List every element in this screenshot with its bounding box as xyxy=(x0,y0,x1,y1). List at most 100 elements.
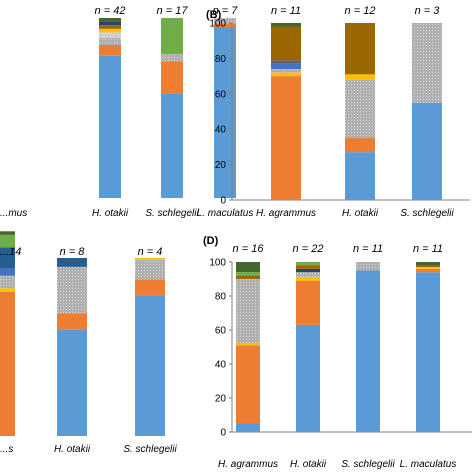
y-tick-label: 0 xyxy=(220,196,226,207)
category-label: S. schlegelii xyxy=(123,444,177,455)
category-label: H. otakii xyxy=(290,459,327,470)
bar-segment xyxy=(99,55,121,198)
bar-segment xyxy=(271,76,301,200)
bar-segment xyxy=(296,280,320,325)
bar-segment xyxy=(416,265,440,268)
bar-segment xyxy=(236,343,260,346)
sample-size-label: ...14 xyxy=(0,246,21,258)
sample-size-label: n = 42 xyxy=(95,5,126,17)
bar-segment xyxy=(416,272,440,432)
y-tick-label: 100 xyxy=(209,258,226,269)
category-label: H. agrammus xyxy=(218,459,278,470)
category-label: L. maculatus xyxy=(400,459,457,470)
bar-segment xyxy=(57,258,87,267)
sample-size-label: n = 11 xyxy=(271,5,301,17)
bar-segment xyxy=(214,27,236,198)
bar-segment xyxy=(99,37,121,45)
sample-size-label: n = 22 xyxy=(293,243,324,255)
bar-segment xyxy=(296,268,320,273)
category-label: H. otakii xyxy=(92,208,129,219)
bar-segment xyxy=(416,262,440,266)
bar-segment xyxy=(0,234,15,248)
bar-segment xyxy=(57,313,87,330)
bar-segment xyxy=(356,270,380,432)
panel-2: (B) 0 20 40 60 80 100 n = 11 n = 12 n = 3 H. agram… xyxy=(206,5,470,219)
y-tick-label: 60 xyxy=(215,89,227,100)
bar-segment xyxy=(99,28,121,33)
y-tick-label: 40 xyxy=(215,125,227,136)
bar-segment xyxy=(345,152,375,200)
bar-segment xyxy=(214,18,236,24)
sample-size-label: n = 12 xyxy=(345,5,376,17)
y-tick-label: 100 xyxy=(209,19,226,30)
bar-segment xyxy=(271,23,301,27)
bar-segment xyxy=(412,23,442,103)
sample-size-label: n = 7 xyxy=(213,5,239,17)
bar-segment xyxy=(271,72,301,77)
bar-segment xyxy=(296,324,320,432)
bar-segment xyxy=(271,26,301,61)
bar-segment xyxy=(236,275,260,279)
panel-4: (D) 0 20 40 60 80 100 n = 16 n = 22 n = 11 n = 11 H… xyxy=(203,235,472,470)
bar-segment xyxy=(416,268,440,273)
category-label: H. otakii xyxy=(54,444,91,455)
bar-segment xyxy=(271,69,301,73)
y-tick-label: 80 xyxy=(215,54,227,65)
bar-segment xyxy=(0,288,15,292)
bar-segment xyxy=(271,60,301,64)
bar-segment xyxy=(161,54,183,62)
bar-segment xyxy=(135,279,165,296)
category-label: S. schlegelii xyxy=(341,459,395,470)
bar-segment xyxy=(135,259,165,280)
sample-size-label: n = 3 xyxy=(415,5,441,17)
y-tick-label: 80 xyxy=(215,292,227,303)
category-label: S. schlegelii xyxy=(400,208,454,219)
bar-segment xyxy=(161,61,183,94)
panel-1: n = 42 n = 17 n = 7 ...mus H. otakii S. schle… xyxy=(0,5,253,219)
bar-segment xyxy=(0,268,15,276)
y-tick-label: 20 xyxy=(215,160,227,171)
bar-segment xyxy=(271,63,301,70)
y-tick-label: 40 xyxy=(215,360,227,371)
category-label: H. otakii xyxy=(342,208,379,219)
sample-size-label: n = 4 xyxy=(138,246,163,258)
sample-size-label: n = 16 xyxy=(233,243,265,255)
bar-segment xyxy=(345,23,375,75)
bar-segment xyxy=(236,423,260,432)
bar-segment xyxy=(135,295,165,436)
bar-segment xyxy=(345,74,375,80)
bar-segment xyxy=(214,23,236,27)
category-label: ...mus xyxy=(0,208,27,219)
bar-segment xyxy=(236,262,260,273)
category-label: L. maculatus xyxy=(197,208,254,219)
bar-segment xyxy=(161,93,183,198)
sample-size-label: n = 11 xyxy=(353,243,383,255)
bar-segment xyxy=(0,247,15,269)
category-label: H. agrammus xyxy=(256,208,316,219)
bar-segment xyxy=(0,291,15,436)
bar-segment xyxy=(412,102,442,200)
category-label: S. schlegelii xyxy=(145,208,199,219)
bar-segment xyxy=(345,79,375,139)
panel-3: ...14 n = 8 n = 4 ...s H. otakii S. schlegeli… xyxy=(0,231,177,455)
bar-segment xyxy=(356,262,380,271)
bar-segment xyxy=(296,277,320,281)
y-tick-label: 20 xyxy=(215,394,227,405)
y-tick-label: 60 xyxy=(215,326,227,337)
panel-label: (B) xyxy=(206,9,222,21)
bar-segment xyxy=(99,18,121,22)
bar-segment xyxy=(296,272,320,278)
bar-segment xyxy=(0,231,15,235)
bar-segment xyxy=(236,345,260,424)
sample-size-label: n = 11 xyxy=(413,243,443,255)
bar-segment xyxy=(135,258,165,260)
sample-size-label: n = 8 xyxy=(60,246,86,258)
bar-segment xyxy=(99,45,121,56)
bar-segment xyxy=(99,21,121,26)
bar-segment xyxy=(0,275,15,289)
y-tick-label: 0 xyxy=(220,428,226,439)
bar-segment xyxy=(161,18,183,54)
sample-size-label: n = 17 xyxy=(157,5,189,17)
bar-segment xyxy=(236,272,260,276)
